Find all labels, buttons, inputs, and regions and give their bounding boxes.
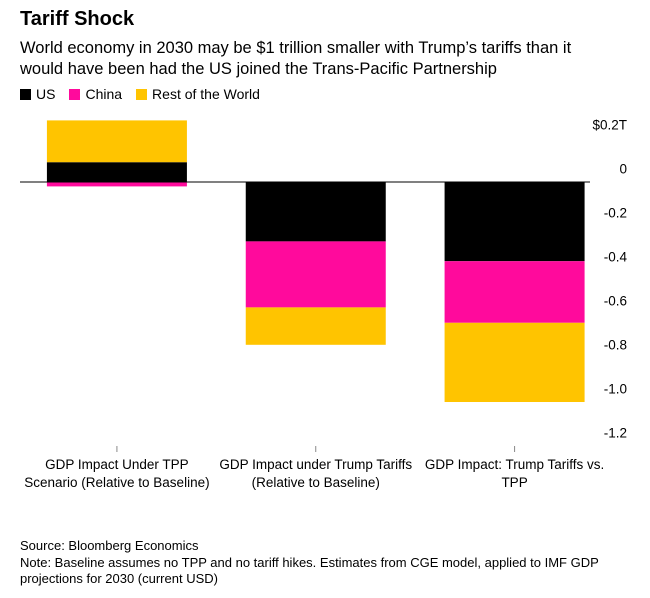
bar-segment	[444, 182, 585, 262]
y-tick-label: -0.2	[604, 206, 627, 221]
y-tick-label: -1.0	[604, 382, 627, 397]
legend-label: Rest of the World	[152, 86, 260, 102]
note: Note: Baseline assumes no TPP and no tar…	[20, 555, 599, 586]
y-tick-label: -0.8	[604, 338, 627, 353]
chart-title: Tariff Shock	[20, 8, 135, 30]
legend-label: China	[85, 86, 123, 102]
x-tick-label: GDP Impact under Trump Tariffs (Relative…	[219, 457, 413, 490]
legend-swatch	[136, 88, 148, 100]
y-tick-label: -1.2	[604, 426, 627, 441]
y-tick-label: $0.2T	[592, 118, 627, 133]
chart-subtitle: World economy in 2030 may be $1 trillion…	[20, 39, 572, 78]
legend-item: US	[20, 86, 55, 102]
bar-segment	[444, 261, 585, 323]
bar-segment	[46, 182, 187, 187]
x-tick-label: GDP Impact Under TPP Scenario (Relative …	[24, 457, 210, 490]
bar-segment	[444, 322, 585, 402]
bar-segment	[46, 162, 187, 182]
legend-item: Rest of the World	[136, 86, 260, 102]
bar-segment	[46, 120, 187, 163]
bar-segment	[245, 241, 386, 308]
y-tick-label: -0.6	[604, 294, 627, 309]
bar-segment	[245, 182, 386, 242]
y-tick-label: 0	[619, 162, 627, 177]
legend-item: China	[69, 86, 122, 102]
legend-swatch	[69, 88, 81, 100]
y-tick-label: -0.4	[604, 250, 628, 265]
legend: US China Rest of the World	[20, 86, 260, 102]
legend-label: US	[36, 86, 56, 102]
bar-segment	[245, 307, 386, 345]
legend-swatch	[20, 88, 31, 100]
x-tick-label: GDP Impact: Trump Tariffs vs. TPP	[424, 457, 605, 490]
source: Source: Bloomberg Economics	[20, 538, 199, 553]
